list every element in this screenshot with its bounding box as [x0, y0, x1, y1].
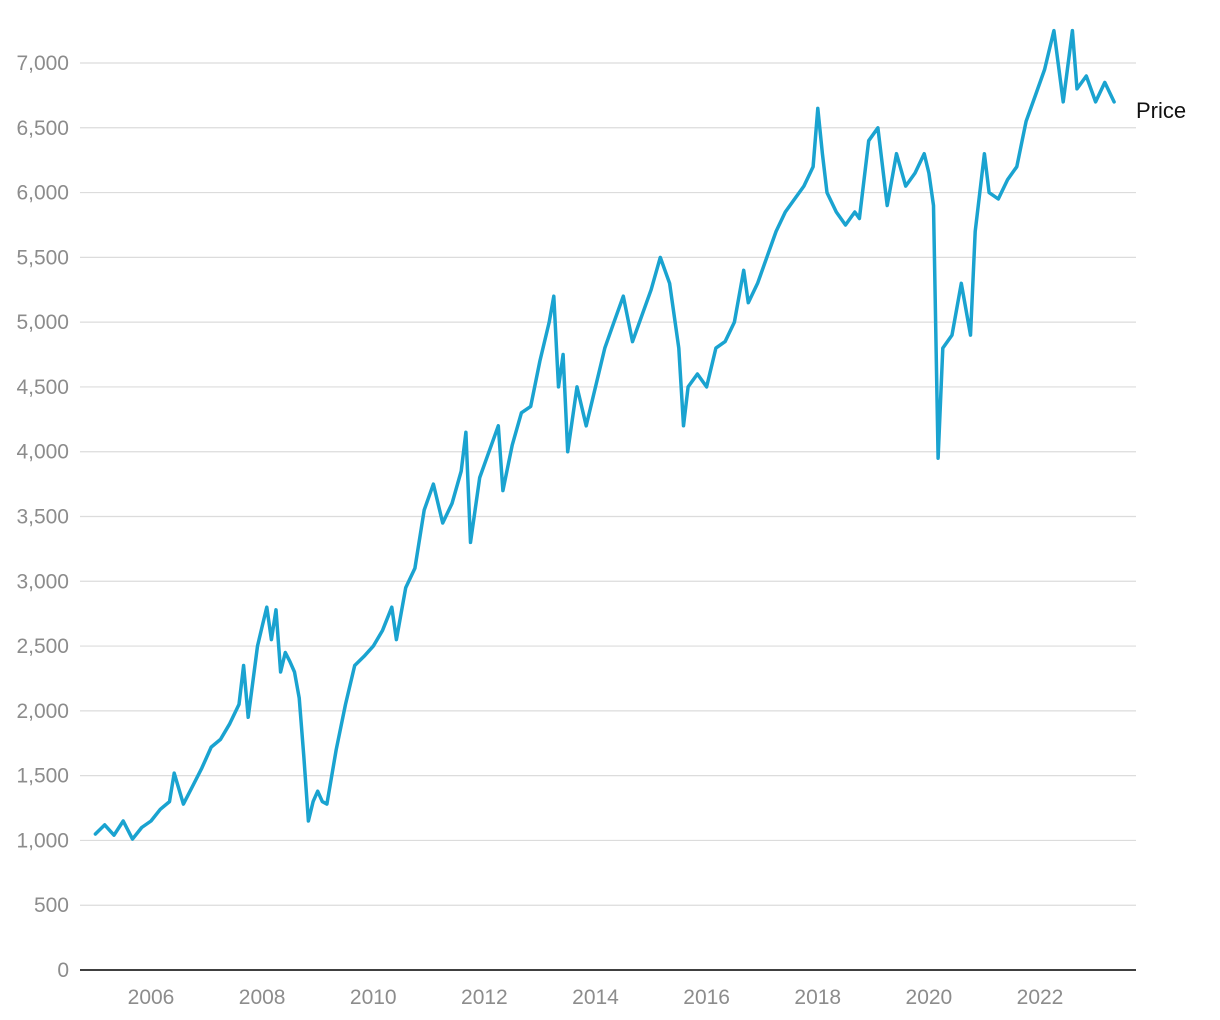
y-tick-label: 1,000	[16, 829, 69, 852]
series-lines	[93, 28, 1116, 841]
y-tick-label: 1,500	[16, 765, 69, 788]
x-tick-label: 2012	[461, 986, 508, 1009]
y-tick-label: 4,000	[16, 441, 69, 464]
x-tick-label: 2010	[350, 986, 397, 1009]
y-tick-label: 5,500	[16, 246, 69, 269]
gridlines	[80, 62, 1136, 906]
series-line-price	[93, 28, 1116, 841]
x-tick-label: 2008	[239, 986, 286, 1009]
x-tick-label: 2006	[128, 986, 175, 1009]
y-axis-tick-labels: 0 500 1,000 1,500 2,000 2,500 3,000 3,500 4,000 4…	[16, 52, 69, 982]
y-tick-label: 6,000	[16, 182, 69, 205]
x-axis-tick-labels: 2006 2008 2010 2012 2014 2016 2018 2020 2022	[128, 986, 1064, 1009]
x-tick-label: 2018	[794, 986, 841, 1009]
y-tick-label: 5,000	[16, 311, 69, 334]
x-tick-label: 2016	[683, 986, 730, 1009]
y-tick-label: 4,500	[16, 376, 69, 399]
y-tick-label: 3,500	[16, 506, 69, 529]
y-tick-label: 500	[34, 894, 69, 917]
y-tick-label: 7,000	[16, 52, 69, 75]
y-tick-label: 2,500	[16, 635, 69, 658]
x-tick-label: 2014	[572, 986, 619, 1009]
series-labels: Price	[1136, 98, 1186, 123]
y-tick-label: 0	[57, 959, 69, 982]
y-tick-label: 2,000	[16, 700, 69, 723]
y-tick-label: 6,500	[16, 117, 69, 140]
x-tick-label: 2020	[906, 986, 953, 1009]
y-tick-label: 3,000	[16, 570, 69, 593]
series-label-price: Price	[1136, 98, 1186, 123]
x-tick-label: 2022	[1017, 986, 1064, 1009]
